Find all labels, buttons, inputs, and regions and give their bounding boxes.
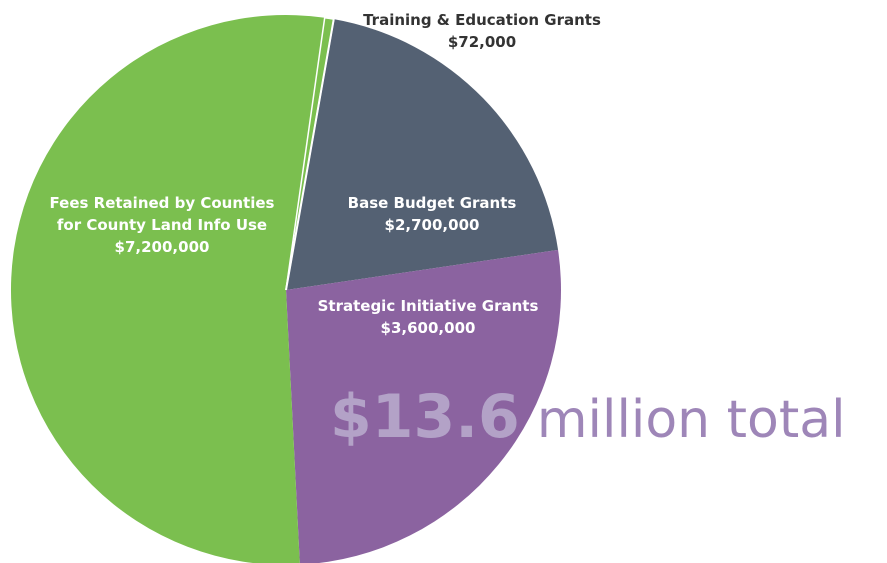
slice-label-1: Base Budget Grants $2,700,000 (348, 194, 517, 234)
pie-slice-1 (286, 19, 559, 291)
pie-labels: Base Budget Grants $2,700,000 Strategic In… (50, 11, 601, 337)
slice-label-2: Strategic Initiative Grants $3,600,000 (318, 297, 539, 337)
slice-label-line: Fees Retained by Counties (50, 194, 275, 212)
slice-label-line: for County Land Info Use (57, 216, 267, 234)
total-amount: $13.6 (330, 382, 520, 452)
pie-slice-2 (286, 249, 561, 563)
slice-label-line: $7,200,000 (115, 238, 210, 256)
slice-separator (285, 19, 335, 291)
slice-label-line: $2,700,000 (385, 216, 480, 234)
slice-label-line: Training & Education Grants (363, 11, 601, 29)
slice-label-line: $3,600,000 (381, 319, 476, 337)
slice-label-line: $72,000 (448, 33, 516, 51)
slice-label-4: Training & Education Grants $72,000 (363, 11, 601, 51)
slice-label-line: Strategic Initiative Grants (318, 297, 539, 315)
pie-slice-3 (11, 15, 325, 563)
slice-label-line: Base Budget Grants (348, 194, 517, 212)
pie-slices (11, 15, 561, 563)
slice-label-3: Fees Retained by Counties for County Land… (50, 194, 275, 256)
total-annotation: $13.6 million total (330, 382, 846, 452)
total-suffix: million total (537, 390, 846, 450)
